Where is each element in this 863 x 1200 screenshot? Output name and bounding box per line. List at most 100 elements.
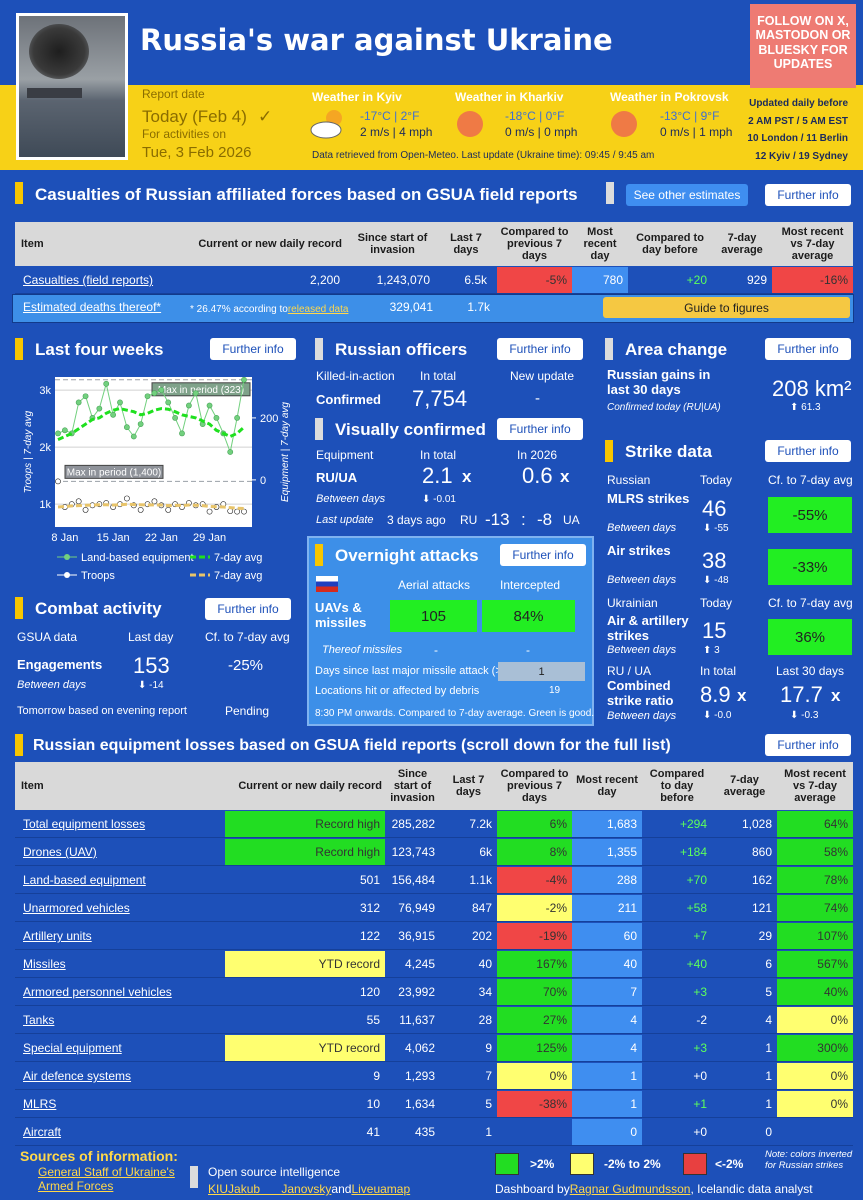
table-cell: Total equipment losses (23, 817, 146, 831)
table-cell: 70% (497, 979, 572, 1005)
table-cell: 4 (572, 1035, 642, 1061)
data-point (96, 405, 103, 412)
further-info-button[interactable]: Further info (765, 734, 851, 756)
table-cell: +1 (693, 1097, 707, 1111)
guide-button[interactable]: Guide to figures (603, 297, 850, 318)
label: Killed-in-action (316, 369, 395, 383)
label: Intercepted (500, 578, 561, 592)
label: - (526, 643, 530, 657)
further-info-button[interactable]: See other estimates (626, 184, 748, 206)
table-cell: MLRS (23, 1097, 57, 1111)
label: Between days (607, 710, 677, 722)
value: -8 (537, 510, 553, 529)
average-line (57, 407, 246, 441)
table-cell: 0% (777, 1063, 853, 1089)
table-cell: 167% (497, 951, 572, 977)
section-marker (315, 544, 323, 566)
table-cell: Land-based equipment (23, 873, 146, 887)
value: 8.9 (700, 682, 731, 707)
further-info-button[interactable]: Further info (500, 544, 586, 566)
section-title: Overnight attacks (335, 546, 479, 565)
value: 208 km² (772, 376, 852, 401)
data-point (227, 508, 234, 514)
column-header: Last 7 days (450, 231, 482, 256)
table-cell: 162 (751, 873, 772, 887)
section-marker (315, 418, 323, 440)
label: Last day (128, 630, 174, 644)
text: , Icelandic data analyst (690, 1182, 813, 1196)
label: Last update (316, 514, 374, 526)
label: Report date (142, 87, 205, 101)
label: In 2026 (517, 448, 558, 462)
table-cell: 1,243,070 (376, 273, 430, 287)
data-point (151, 390, 158, 397)
section-marker (15, 597, 23, 619)
value: 46 (702, 496, 727, 521)
data-point (241, 376, 247, 383)
value-box: 105 (390, 600, 477, 632)
update-schedule: 10 London / 11 Berlin (747, 133, 848, 144)
label: Between days (17, 679, 87, 691)
table-cell: 2,200 (309, 273, 340, 287)
table-cell: 156,484 (391, 873, 435, 887)
y-tick-label: 2k (39, 442, 51, 454)
section-title: Combat activity (35, 599, 162, 618)
column-header: Compared to day before (649, 767, 705, 805)
table-cell: 122 (359, 929, 380, 943)
value: 15 (702, 618, 727, 643)
value: - (535, 390, 540, 407)
label: 3 days ago (387, 513, 446, 527)
value: 2.1 (422, 463, 453, 488)
label: Days since last major missile attack (>1… (315, 665, 518, 677)
data-point (206, 402, 213, 409)
section-title: Area change (625, 340, 728, 359)
further-info-button[interactable]: Further info (210, 338, 296, 360)
unit: x (560, 467, 570, 486)
page-title: Russia's war against Ukraine (140, 23, 613, 57)
table-cell: 120 (359, 985, 380, 999)
data-point (220, 501, 227, 508)
text: Ragnar Gudmundsson (569, 1182, 691, 1196)
data-point (165, 399, 172, 406)
table-cell: 0% (777, 1091, 853, 1117)
text: Liveuamap (351, 1182, 411, 1196)
table-cell: Tanks (23, 1013, 55, 1027)
further-info-button[interactable]: Further info (765, 338, 851, 360)
table-row (15, 1090, 853, 1118)
section-marker (605, 440, 613, 462)
text: Jakub Janovsky (228, 1182, 332, 1196)
column-header: Current or new daily record (238, 779, 382, 792)
table-cell: 847 (471, 901, 492, 915)
section-title: Russian equipment losses based on GSUA f… (33, 737, 671, 754)
table-cell (777, 1119, 853, 1145)
column-header: Current or new daily record (198, 237, 342, 250)
further-info-button[interactable]: Further info (205, 598, 291, 620)
table-cell: 40 (478, 957, 492, 971)
table-cell: 6.5k (464, 273, 487, 287)
y2-tick-label: 0 (260, 475, 266, 487)
table-row (15, 1062, 853, 1090)
table-cell: 125% (497, 1035, 572, 1061)
further-info-button[interactable]: Further info (765, 440, 851, 462)
table-cell: +7 (693, 929, 707, 943)
legend-swatch (683, 1153, 707, 1175)
russian-flag (316, 576, 338, 592)
table-cell: 1,683 (572, 811, 642, 837)
label: Cf. to 7-day avg (768, 596, 853, 610)
label: : (521, 510, 526, 529)
table-cell: Casualties (field reports) (23, 273, 154, 287)
further-info-button[interactable]: Further info (765, 184, 851, 206)
table-cell: 0 (572, 1119, 642, 1145)
table-cell: 6% (497, 811, 572, 837)
table-cell: Record high (225, 811, 385, 837)
label: In total (700, 664, 737, 678)
table-cell: 4,062 (404, 1041, 435, 1055)
annotation-box (64, 464, 164, 479)
further-info-button[interactable]: Further info (497, 338, 583, 360)
label: Cf. to 7-day avg (768, 473, 853, 487)
value: 7,754 (412, 386, 468, 411)
table-cell: 41 (366, 1125, 380, 1139)
further-info-button[interactable]: Further info (497, 418, 583, 440)
table-row (15, 1006, 853, 1034)
